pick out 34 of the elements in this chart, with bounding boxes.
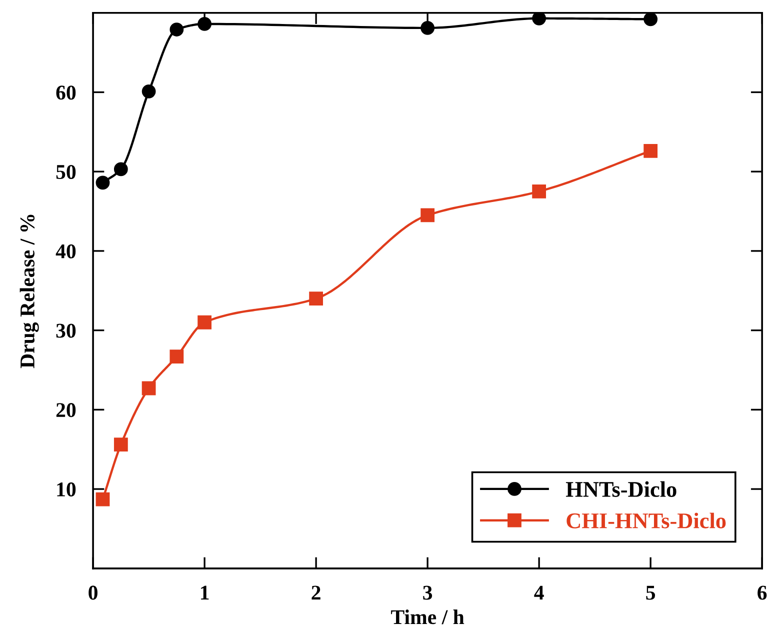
point — [96, 492, 110, 506]
point — [142, 84, 156, 98]
x-tick-label: 6 — [758, 586, 767, 600]
legend-label: HNTs-Diclo — [566, 481, 676, 497]
point — [198, 315, 212, 330]
x-tick-label: 2 — [312, 586, 320, 600]
point — [644, 12, 658, 26]
y-tick-label: 50 — [56, 164, 76, 180]
point — [96, 176, 110, 190]
point — [142, 381, 156, 396]
point — [309, 292, 324, 306]
point — [532, 12, 546, 26]
point — [420, 20, 435, 35]
point — [170, 22, 184, 36]
y-tick-label: 20 — [56, 403, 76, 418]
point — [420, 208, 435, 222]
point — [114, 162, 128, 176]
y-tick-label: 30 — [56, 324, 76, 338]
point — [644, 144, 658, 158]
y-tick-label: 60 — [56, 86, 76, 100]
x-tick-label: 0 — [88, 586, 98, 600]
x-tick-label: 3 — [423, 586, 432, 600]
x-tick-label: 4 — [534, 586, 544, 600]
y-tick-label: 40 — [56, 244, 76, 258]
y-tick-label: 10 — [57, 482, 76, 496]
point — [532, 184, 546, 198]
x-tick-label: 1 — [201, 586, 209, 600]
point — [170, 350, 184, 364]
legend-label: CHI-HNTs-Diclo — [566, 512, 726, 528]
x-tick-label: 5 — [646, 586, 656, 600]
y-axis-title: Drug Release / % — [20, 214, 39, 368]
x-axis-title: Time / h — [391, 610, 464, 624]
point — [114, 438, 128, 452]
point — [198, 17, 212, 31]
